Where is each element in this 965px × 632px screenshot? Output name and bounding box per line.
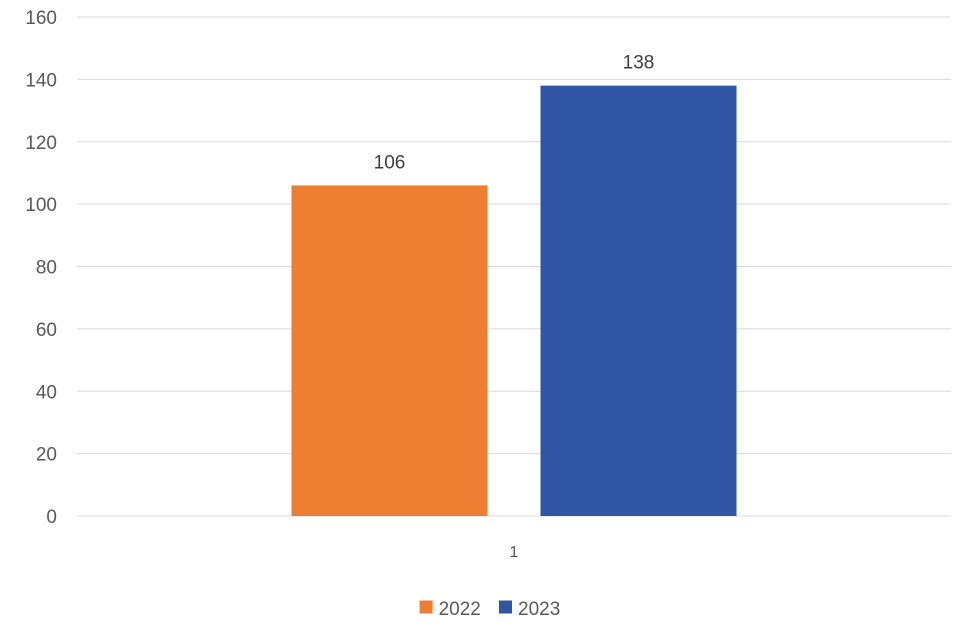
legend-label-2023: 2023 — [518, 599, 560, 620]
data-label-2022: 106 — [374, 152, 406, 173]
x-tick-label: 1 — [510, 544, 519, 561]
legend-swatch-2023 — [499, 600, 512, 614]
y-tick-label: 40 — [36, 382, 57, 403]
bars — [291, 85, 737, 517]
y-axis-tick-labels: 0 20 40 60 80 100 120 140 160 — [25, 8, 57, 528]
legend: 2022 2023 — [419, 599, 560, 620]
y-tick-label: 100 — [25, 195, 57, 216]
y-tick-label: 60 — [36, 320, 57, 341]
legend-swatch-2022 — [419, 600, 433, 614]
y-tick-label: 140 — [25, 70, 57, 91]
y-tick-label: 20 — [36, 445, 57, 466]
bar-2022 — [291, 185, 488, 516]
y-tick-label: 0 — [46, 507, 57, 528]
legend-label-2022: 2022 — [439, 599, 481, 620]
data-labels: 106 138 — [374, 53, 655, 174]
bar-2023 — [540, 85, 737, 517]
x-axis-tick-labels: 1 — [510, 544, 519, 561]
data-label-2023: 138 — [623, 53, 655, 74]
y-tick-label: 120 — [25, 133, 57, 154]
y-tick-label: 80 — [36, 258, 57, 279]
gridlines — [77, 16, 951, 517]
y-tick-label: 160 — [25, 8, 57, 29]
